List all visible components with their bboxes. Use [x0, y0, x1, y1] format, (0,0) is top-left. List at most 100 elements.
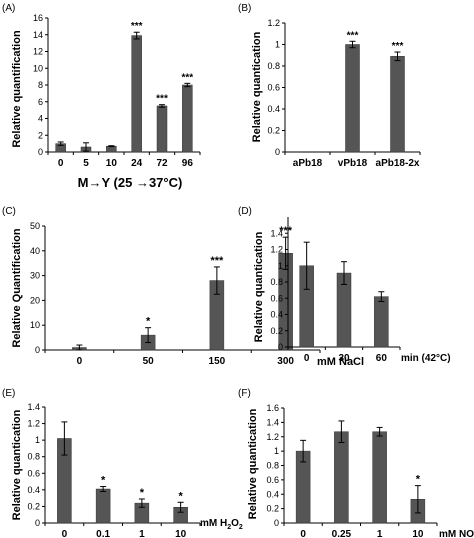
category-label: 0	[58, 158, 64, 169]
y-tick-label: 1.6	[266, 403, 279, 413]
category-label: 0.25	[332, 529, 352, 538]
category-label: 72	[156, 158, 168, 169]
category-label: 96	[182, 158, 194, 169]
significance-label: *	[178, 490, 183, 502]
y-axis-label: Relative quantication	[251, 31, 263, 142]
y-tick-label: 16	[33, 13, 43, 23]
y-tick-label: 0	[274, 518, 279, 528]
bar	[95, 488, 111, 524]
x-axis-label: M→Y (25 →37°C)	[78, 175, 183, 190]
category-label: 0	[300, 529, 306, 538]
y-tick-label: 0.8	[267, 61, 280, 71]
significance-label: *	[140, 487, 145, 499]
panel-b: (B) Relative quantication 0 0.2 0.4 0.6 0.8 1…	[238, 3, 421, 169]
y-tick-label: 0.6	[27, 468, 40, 478]
significance-label: ***	[156, 94, 168, 105]
y-tick-label: 1.2	[270, 245, 283, 255]
y-tick-label: 30	[30, 271, 40, 281]
y-tick-label: 0	[275, 147, 280, 157]
panel-a: (A) Relative quantification M→Y (25 →37°…	[2, 3, 201, 190]
category-label: 0	[304, 353, 310, 364]
category-label: 1	[377, 529, 383, 538]
x-unit-tail: O	[231, 518, 239, 529]
y-tick-label: 1	[35, 435, 40, 445]
panel-label: (B)	[238, 3, 251, 14]
plot-area: 0 0.2 0.4 0.6 0.8 1 1.2 1.4 0 * 0.1 * 1 * 10	[27, 402, 201, 538]
significance-label: ***	[392, 41, 404, 52]
y-tick-label: 0.2	[266, 504, 279, 514]
y-axis-label: Relative quantification	[11, 30, 23, 148]
category-label: 0	[77, 356, 83, 367]
y-tick-label: 0.8	[27, 452, 40, 462]
category-label: 10	[106, 158, 118, 169]
bar	[131, 35, 142, 153]
bar	[374, 296, 389, 348]
y-tick-label: 20	[30, 295, 40, 305]
y-tick-label: 0.4	[27, 485, 40, 495]
panel-label: (E)	[2, 388, 15, 399]
category-label: aPb18	[293, 158, 323, 169]
panel-label: (A)	[2, 3, 15, 14]
y-tick-label: 6	[38, 97, 43, 107]
y-tick-label: 0.2	[267, 126, 280, 136]
bar	[390, 56, 405, 153]
y-tick-label: 50	[30, 221, 40, 231]
panel-c: (C) Relative Quantification mM NaCl 0102…	[2, 206, 364, 368]
bar	[182, 84, 193, 153]
significance-label: ***	[347, 30, 359, 41]
y-tick-label: 0	[35, 518, 40, 528]
plot-area: 0 0.2 0.4 0.6 0.8 1 1.2 1.4 1.6 0 0.25 1 * 10	[266, 403, 438, 538]
y-tick-label: 1.4	[270, 228, 283, 238]
y-tick-label: 1.4	[266, 417, 279, 427]
bar	[334, 431, 349, 524]
y-tick-label: 12	[33, 47, 43, 57]
y-tick-label: 0.2	[27, 501, 40, 511]
category-label: 10	[175, 529, 187, 538]
y-tick-label: 2	[38, 130, 43, 140]
y-tick-label: 4	[38, 114, 43, 124]
y-tick-label: 0	[38, 147, 43, 157]
y-tick-label: 0.4	[270, 310, 283, 320]
panel-label: (F)	[238, 388, 251, 399]
category-label: 30	[338, 353, 350, 364]
panel-e: (E) Relative quantication mM H2O2 00.20.…	[2, 388, 243, 538]
y-tick-label: 0.6	[270, 293, 283, 303]
x-unit-subscript: 2	[227, 524, 231, 531]
category-label: 1	[139, 529, 145, 538]
x-unit-label: mM H2O2	[200, 518, 243, 531]
category-label: aPb18-2x	[376, 158, 420, 169]
y-tick-label: 0	[35, 345, 40, 355]
x-unit-subscript-2: 2	[239, 524, 243, 531]
significance-label: ***	[131, 21, 143, 32]
x-unit-text: mM H	[200, 518, 227, 529]
category-label: vPb18	[338, 158, 368, 169]
y-tick-label: 0	[278, 342, 283, 352]
y-tick-label: 0.4	[267, 104, 280, 114]
x-unit-label: mM NaCl	[317, 356, 364, 368]
y-tick-label: 10	[30, 320, 40, 330]
significance-label: *	[101, 475, 106, 487]
y-axis-label: Relative quantication	[253, 231, 265, 342]
panel-f: (F) Relative quantication mM NO 00.20.40…	[238, 388, 474, 538]
category-label: 300	[277, 356, 294, 367]
significance-label: ***	[181, 72, 193, 83]
y-axis-label: Relative Quantification	[11, 228, 23, 347]
x-unit-label: min (42°C)	[401, 353, 451, 364]
y-tick-label: 1.2	[27, 419, 40, 429]
category-label: 0	[62, 529, 68, 538]
y-tick-label: 0.6	[267, 83, 280, 93]
y-tick-label: 1.2	[267, 18, 280, 28]
y-tick-label: 1	[278, 261, 283, 271]
category-label: 5	[83, 158, 89, 169]
y-tick-label: 8	[38, 80, 43, 90]
category-label: 60	[376, 353, 388, 364]
category-label: 24	[131, 158, 143, 169]
x-unit-label: mM NO	[439, 529, 474, 538]
significance-label: *	[416, 474, 421, 486]
plot-area: 0 0.2 0.4 0.6 0.8 1 1.2 aPb18 *** vPb18 *** aPb18-2…	[267, 18, 421, 169]
category-label: 0.1	[96, 529, 110, 538]
bar	[372, 431, 387, 524]
y-tick-label: 1	[274, 446, 279, 456]
y-tick-label: 1	[275, 40, 280, 50]
